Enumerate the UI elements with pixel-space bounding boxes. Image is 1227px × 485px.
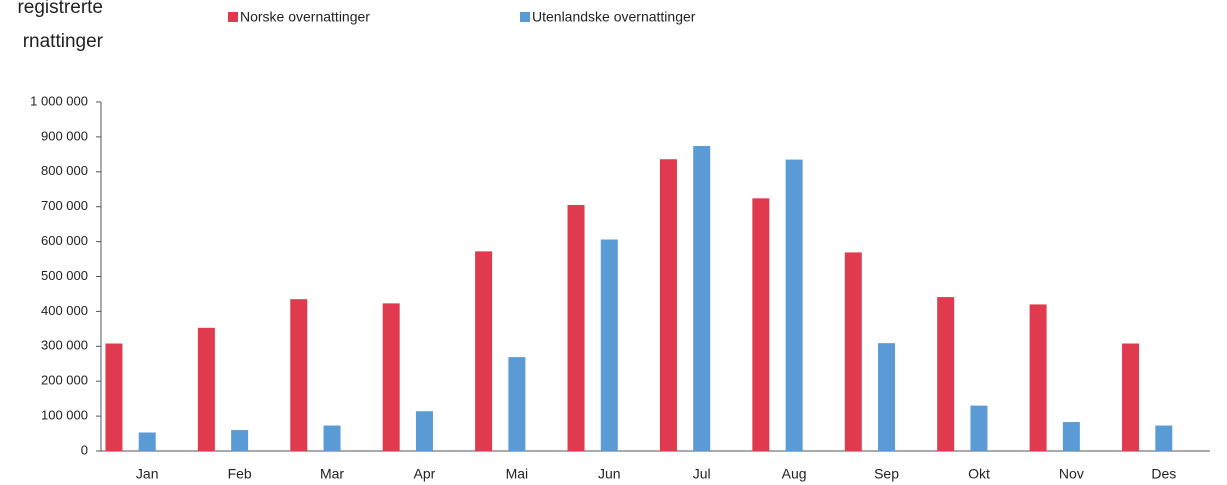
- bar: [785, 159, 803, 451]
- bar: [693, 145, 711, 451]
- bar: [415, 411, 433, 451]
- x-tick-label: Apr: [414, 466, 436, 482]
- chart-title: registrerte: [17, 0, 103, 18]
- bar: [844, 252, 862, 451]
- x-tick-label: Mai: [506, 466, 529, 482]
- legend-label: Norske overnattinger: [240, 9, 370, 25]
- bar: [970, 405, 988, 451]
- y-tick-label: 600 000: [41, 233, 88, 248]
- y-tick-label: 0: [81, 442, 88, 457]
- legend-label: Utenlandske overnattinger: [532, 9, 696, 25]
- bar: [659, 159, 677, 451]
- bar: [567, 204, 585, 451]
- bar: [937, 297, 955, 451]
- y-tick-label: 400 000: [41, 303, 88, 318]
- bar: [105, 343, 123, 451]
- bar: [197, 327, 215, 451]
- x-tick-label: Feb: [228, 466, 252, 482]
- bar: [1029, 304, 1047, 451]
- x-tick-label: Aug: [782, 466, 807, 482]
- bar: [1062, 422, 1080, 451]
- x-tick-label: Mar: [320, 466, 344, 482]
- bar: [1155, 425, 1173, 451]
- y-tick-label: 700 000: [41, 198, 88, 213]
- x-tick-label: Jun: [598, 466, 621, 482]
- bar: [878, 343, 896, 451]
- bar: [382, 303, 400, 451]
- x-tick-label: Des: [1151, 466, 1176, 482]
- bar: [138, 432, 156, 451]
- x-tick-label: Jul: [693, 466, 711, 482]
- bar: [508, 357, 526, 451]
- bar: [600, 239, 618, 451]
- y-tick-label: 900 000: [41, 128, 88, 143]
- x-tick-label: Sep: [874, 466, 899, 482]
- bar: [290, 299, 308, 451]
- bar: [752, 198, 770, 451]
- x-tick-label: Jan: [136, 466, 159, 482]
- bar: [475, 251, 493, 451]
- x-tick-label: Okt: [968, 466, 990, 482]
- bar: [323, 425, 341, 451]
- bar: [1122, 343, 1140, 451]
- y-tick-label: 800 000: [41, 163, 88, 178]
- x-tick-label: Nov: [1059, 466, 1084, 482]
- y-tick-label: 300 000: [41, 338, 88, 353]
- legend-swatch: [228, 12, 238, 22]
- y-tick-label: 1 000 000: [30, 93, 88, 108]
- y-tick-label: 100 000: [41, 408, 88, 423]
- y-tick-label: 200 000: [41, 373, 88, 388]
- bar: [231, 430, 249, 451]
- y-tick-label: 500 000: [41, 268, 88, 283]
- legend-swatch: [520, 12, 530, 22]
- chart-title: rnattinger: [23, 31, 104, 52]
